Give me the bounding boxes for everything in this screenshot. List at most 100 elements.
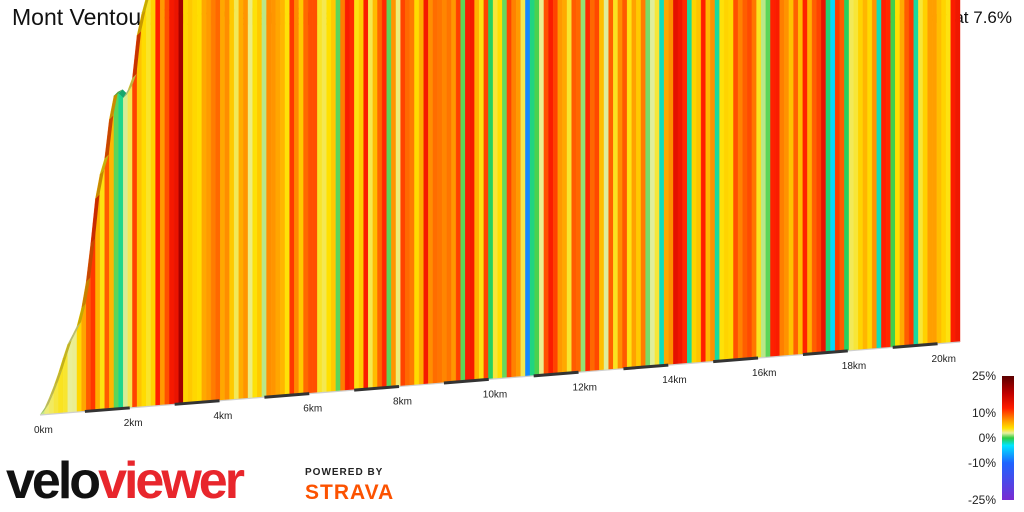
gradient-segment [650,0,656,367]
segment-top-face [53,368,63,387]
gradient-segment [608,0,614,371]
gradient-segment [603,0,609,371]
gradient-segment [160,0,166,406]
gradient-segment [483,0,489,381]
gradient-segment [289,0,295,396]
gradient-segment [848,0,854,352]
gradient-segment [354,0,360,391]
gradient-legend-bar [1002,376,1014,500]
gradient-segment [275,0,281,397]
gradient-segment [215,0,221,402]
gradient-segment [571,0,577,374]
gradient-segment [622,0,628,369]
gradient-segment [631,0,637,369]
gradient-segment [400,0,406,387]
gradient-segment [945,0,951,344]
gradient-segment [580,0,586,373]
axis-km-band [892,342,938,349]
gradient-segment [862,0,868,350]
axis-km-band [623,363,669,371]
gradient-segment [858,0,864,351]
x-tick-label: 8km [393,397,412,408]
segment-top-face [81,277,91,309]
segment-top-face [123,86,132,98]
powered-by-label: POWERED BY [305,467,384,478]
gradient-segment [751,0,757,359]
x-tick-label: 18km [842,361,866,372]
gradient-segment [770,0,776,358]
strava-logo[interactable]: STRAVA [305,481,395,504]
gradient-segment [391,0,397,388]
gradient-segment [821,0,827,354]
gradient-segment [488,0,494,380]
segment-top-face [109,91,118,120]
gradient-segment [654,0,660,367]
gradient-segment [520,0,526,378]
gradient-segment [927,0,933,345]
segment-top-face [113,89,123,96]
x-tick-label: 12km [573,382,597,393]
x-tick-label: 6km [303,404,322,415]
gradient-segment [298,0,304,395]
segment-top-face [141,0,149,15]
gradient-segment [936,0,942,345]
segment-top-face [72,322,81,336]
gradient-segment [326,0,332,393]
gradient-segment [141,0,147,408]
gradient-segment [853,0,859,351]
legend-tick-label: -10% [968,456,996,470]
segment-top-face [132,31,142,78]
gradient-segment [636,0,642,368]
gradient-segment [492,0,498,380]
gradient-segment [303,0,309,395]
gradient-segment [626,0,632,369]
gradient-segment [645,0,651,368]
gradient-segment [478,0,485,381]
gradient-segment [418,0,424,386]
gradient-segment [613,0,619,370]
gradient-segment [640,0,646,368]
gradient-segment [668,0,674,366]
segment-top-face [40,404,49,415]
gradient-segment [576,0,582,373]
veloviewer-logo[interactable]: veloviewer [6,451,245,511]
x-tick-label: 14km [662,375,686,386]
gradient-segment [150,0,156,407]
gradient-segment [871,0,877,350]
gradient-segment [687,0,693,364]
gradient-segment [349,0,355,391]
gradient-segment [266,0,272,398]
gradient-segment [552,0,558,375]
gradient-segment [72,325,78,413]
gradient-segment [340,0,346,392]
gradient-segment [793,0,799,356]
gradient-segment [589,0,595,372]
gradient-segment [867,0,873,350]
gradient-segment [599,0,605,371]
gradient-segment [173,0,179,405]
gradient-segment [432,0,438,385]
gradient-segment [673,0,679,365]
gradient-segment [548,0,554,375]
legend-tick-label: 0% [979,431,997,445]
gradient-segment [280,0,286,397]
x-tick-label: 16km [752,368,776,379]
gradient-segment [562,0,568,374]
gradient-segment [913,0,919,346]
gradient-segment [881,0,887,349]
gradient-segment [788,0,794,356]
gradient-segment [497,0,503,379]
gradient-segment [747,0,753,360]
gradient-segment [428,0,434,385]
gradient-segment [233,0,239,400]
x-tick-label: 4km [214,411,233,422]
gradient-segment [317,0,323,394]
gradient-segment [797,0,804,356]
gradient-segment [451,0,457,383]
profile-ridge [40,0,149,415]
legend-tick-label: -25% [968,493,996,507]
gradient-segment [895,0,901,348]
gradient-segment [765,0,771,358]
gradient-segment [284,0,290,396]
gradient-segment [710,0,716,363]
